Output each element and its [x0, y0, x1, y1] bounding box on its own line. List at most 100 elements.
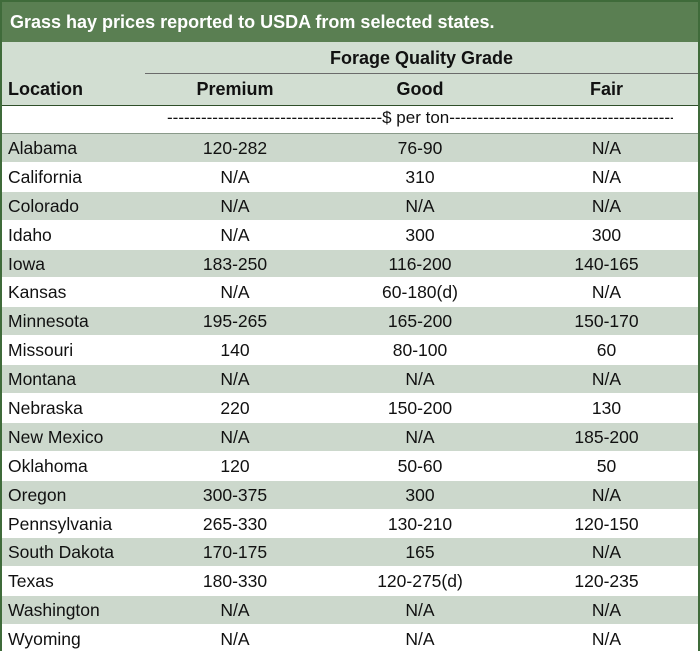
cell-premium: N/A [220, 629, 250, 650]
cell-premium: 170-175 [202, 542, 268, 563]
cell-location: Nebraska [8, 398, 83, 419]
table-row: Missouri 140 80-100 60 [2, 336, 698, 366]
cell-good: 120-275(d) [377, 571, 463, 592]
table-row: Alabama 120-282 76-90 N/A [2, 134, 698, 163]
column-header-good: Good [396, 79, 444, 99]
cell-good: 300 [405, 224, 435, 245]
cell-location: New Mexico [8, 426, 104, 447]
cell-premium: N/A [220, 600, 250, 621]
units-rule [2, 133, 698, 134]
table-row: Iowa 183-250 116-200 140-165 [2, 249, 698, 279]
cell-good: N/A [405, 629, 435, 650]
cell-location: Oklahoma [8, 455, 88, 476]
table-row: Texas 180-330 120-275(d) 120-235 [2, 567, 698, 597]
cell-good: 60-180(d) [382, 282, 458, 303]
table-row: Montana N/A N/A N/A [2, 365, 698, 395]
cell-location: Alabama [8, 138, 78, 158]
cell-premium: 300-375 [202, 484, 268, 505]
cell-location: South Dakota [8, 542, 115, 563]
cell-fair: 130 [591, 398, 622, 419]
cell-fair: 150-170 [574, 311, 639, 332]
table-row: Nebraska 220 150-200 130 [2, 394, 698, 423]
cell-fair: N/A [591, 369, 622, 390]
cell-location: Colorado [8, 195, 80, 216]
cell-location: Minnesota [8, 311, 89, 332]
cell-good: 130-210 [387, 513, 453, 534]
cell-good: 310 [405, 166, 435, 187]
table-row: Washington N/A N/A N/A [2, 596, 698, 626]
cell-premium: 120 [220, 455, 250, 476]
cell-location: Missouri [8, 340, 74, 361]
cell-fair: 120-150 [574, 513, 639, 534]
cell-good: 80-100 [392, 340, 448, 361]
cell-good: 50-60 [397, 455, 443, 476]
cell-location: Kansas [8, 282, 67, 303]
cell-location: Wyoming [8, 629, 81, 650]
table-row: Minnesota 195-265 165-200 150-170 [2, 307, 698, 337]
forage-quality-grade-header: Forage Quality Grade [329, 48, 514, 68]
cell-good: 76-90 [397, 138, 443, 158]
units-row: --------------------------------------$ … [2, 106, 698, 133]
cell-fair: N/A [591, 600, 622, 621]
cell-premium: 140 [220, 340, 250, 361]
cell-fair: 60 [596, 340, 617, 361]
cell-premium: 195-265 [202, 311, 268, 332]
cell-location: Texas [8, 571, 54, 592]
cell-good: 165 [405, 542, 435, 563]
cell-premium: 265-330 [202, 513, 268, 534]
cell-premium: N/A [220, 369, 250, 390]
table-row: Kansas N/A 60-180(d) N/A [2, 278, 698, 308]
cell-fair: N/A [591, 629, 622, 650]
cell-location: Idaho [8, 224, 52, 245]
table-title: Grass hay prices reported to USDA from s… [2, 2, 698, 42]
cell-fair: N/A [591, 138, 622, 158]
cell-good: 300 [405, 484, 435, 505]
cell-premium: N/A [220, 195, 250, 216]
cell-good: 150-200 [387, 398, 453, 419]
table-row: Wyoming N/A N/A N/A [2, 625, 698, 654]
table-body: Alabama 120-282 76-90 N/A California N/A 310 N/… [2, 134, 698, 654]
cell-fair: N/A [591, 282, 622, 303]
cell-location: California [8, 166, 82, 187]
table-row: California N/A 310 N/A [2, 162, 698, 192]
cell-location: Iowa [8, 253, 45, 274]
cell-premium: N/A [220, 426, 250, 447]
table-header: Forage Quality Grade Location Premium Go… [2, 42, 698, 133]
cell-fair: N/A [591, 542, 622, 563]
cell-location: Oregon [8, 484, 67, 505]
cell-premium: N/A [220, 224, 250, 245]
column-header-premium: Premium [196, 79, 274, 99]
cell-premium: 220 [220, 398, 250, 419]
table-row: Oklahoma 120 50-60 50 [2, 451, 698, 481]
cell-good: N/A [405, 426, 435, 447]
cell-fair: 50 [596, 455, 617, 476]
column-header-fair: Fair [589, 79, 623, 99]
cell-good: N/A [405, 369, 435, 390]
cell-fair: 300 [591, 224, 622, 245]
cell-fair: 185-200 [574, 426, 639, 447]
cell-location: Pennsylvania [8, 513, 113, 534]
cell-good: 116-200 [388, 253, 452, 274]
group-header-rule [145, 73, 698, 74]
cell-good: N/A [405, 195, 435, 216]
cell-premium: 180-330 [202, 571, 268, 592]
cell-premium: 120-282 [202, 138, 268, 158]
units-label: --------------------------------------$ … [167, 108, 673, 127]
cell-fair: N/A [591, 166, 622, 187]
table-row: New Mexico N/A N/A 185-200 [2, 422, 698, 452]
table-row: Pennsylvania 265-330 130-210 120-150 [2, 509, 698, 539]
cell-good: N/A [405, 600, 435, 621]
cell-fair: 120-235 [574, 571, 639, 592]
cell-fair: 140-165 [574, 253, 639, 274]
cell-premium: N/A [220, 282, 250, 303]
table-row: South Dakota 170-175 165 N/A [2, 538, 698, 568]
cell-location: Montana [8, 369, 77, 390]
cell-fair: N/A [591, 195, 622, 216]
cell-premium: 183-250 [202, 253, 268, 274]
cell-premium: N/A [220, 166, 250, 187]
table-row: Colorado N/A N/A N/A [2, 191, 698, 221]
cell-good: 165-200 [387, 311, 453, 332]
cell-location: Washington [8, 600, 100, 621]
table-row: Idaho N/A 300 300 [2, 220, 698, 250]
